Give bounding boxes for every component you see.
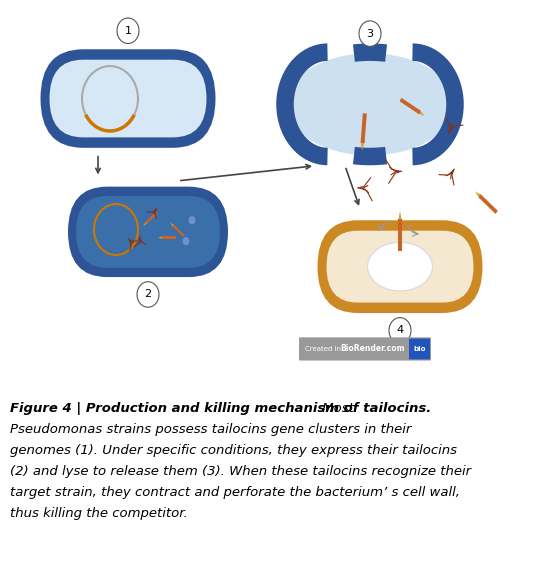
- Polygon shape: [478, 194, 498, 214]
- FancyBboxPatch shape: [50, 60, 206, 138]
- FancyBboxPatch shape: [409, 339, 430, 359]
- FancyBboxPatch shape: [40, 49, 216, 148]
- Text: thus killing the competitor.: thus killing the competitor.: [10, 506, 188, 520]
- FancyBboxPatch shape: [317, 220, 483, 313]
- Polygon shape: [398, 211, 402, 222]
- Polygon shape: [400, 98, 421, 114]
- Circle shape: [389, 317, 411, 343]
- Text: Pseudomonas strains possess tailocins gene clusters in their: Pseudomonas strains possess tailocins ge…: [10, 423, 411, 436]
- Text: target strain, they contract and perforate the bacterium’ s cell wall,: target strain, they contract and perfora…: [10, 486, 460, 498]
- Polygon shape: [361, 113, 367, 143]
- Text: Most: Most: [318, 403, 354, 416]
- Circle shape: [189, 216, 196, 224]
- FancyBboxPatch shape: [299, 337, 431, 360]
- Polygon shape: [143, 222, 148, 226]
- Polygon shape: [170, 223, 175, 227]
- Text: 4: 4: [397, 325, 404, 335]
- Text: 3: 3: [367, 29, 373, 39]
- Text: Created in: Created in: [305, 346, 343, 352]
- Circle shape: [137, 282, 159, 307]
- Circle shape: [359, 21, 381, 46]
- Text: 2: 2: [144, 289, 152, 299]
- Polygon shape: [418, 110, 425, 116]
- Polygon shape: [361, 140, 365, 151]
- FancyBboxPatch shape: [68, 187, 228, 277]
- Text: genomes (1). Under specific conditions, they express their tailocins: genomes (1). Under specific conditions, …: [10, 444, 457, 457]
- FancyBboxPatch shape: [76, 196, 220, 268]
- Circle shape: [117, 18, 139, 43]
- Polygon shape: [158, 236, 163, 239]
- Polygon shape: [162, 236, 176, 239]
- Polygon shape: [172, 224, 185, 237]
- Ellipse shape: [368, 242, 432, 291]
- FancyBboxPatch shape: [326, 231, 473, 303]
- Text: 1: 1: [124, 26, 132, 36]
- Ellipse shape: [286, 53, 454, 155]
- Polygon shape: [145, 211, 158, 224]
- Text: (2) and lyse to release them (3). When these tailocins recognize their: (2) and lyse to release them (3). When t…: [10, 465, 471, 478]
- Polygon shape: [475, 191, 482, 199]
- Circle shape: [182, 237, 190, 245]
- Polygon shape: [398, 219, 402, 251]
- Text: BioRender.com: BioRender.com: [340, 344, 404, 353]
- Text: bio: bio: [414, 346, 426, 352]
- Text: Figure 4 | Production and killing mechanism of tailocins.: Figure 4 | Production and killing mechan…: [10, 403, 431, 416]
